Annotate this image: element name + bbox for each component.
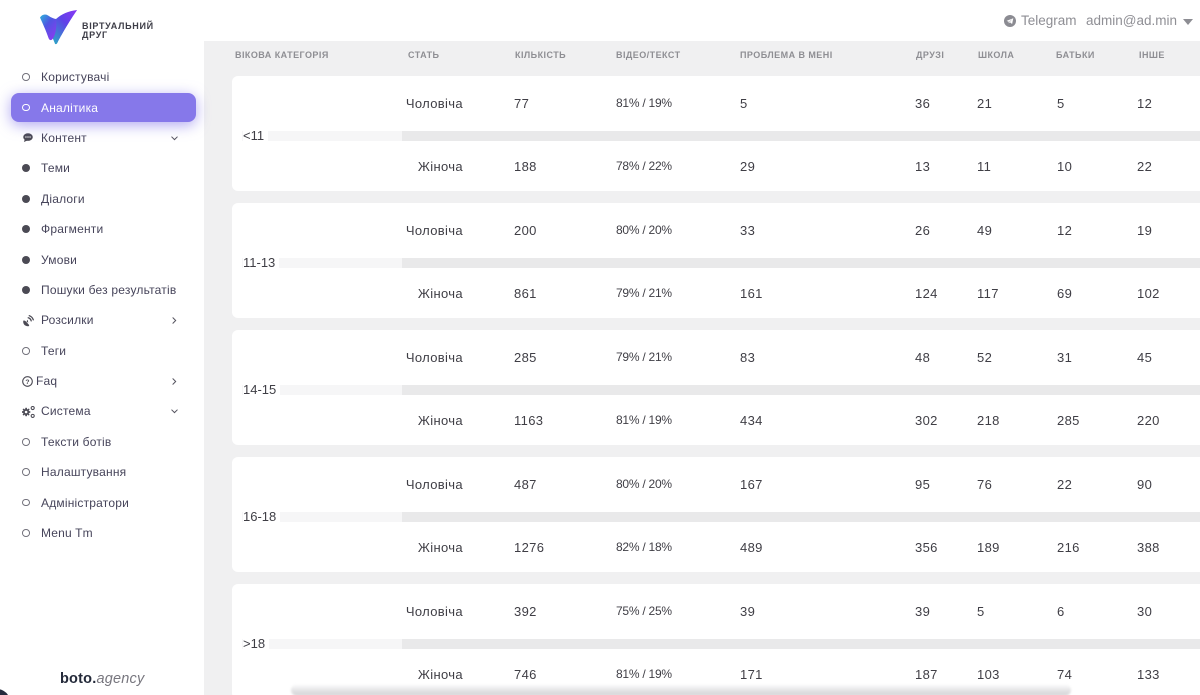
svg-text:?: ? bbox=[25, 379, 29, 386]
